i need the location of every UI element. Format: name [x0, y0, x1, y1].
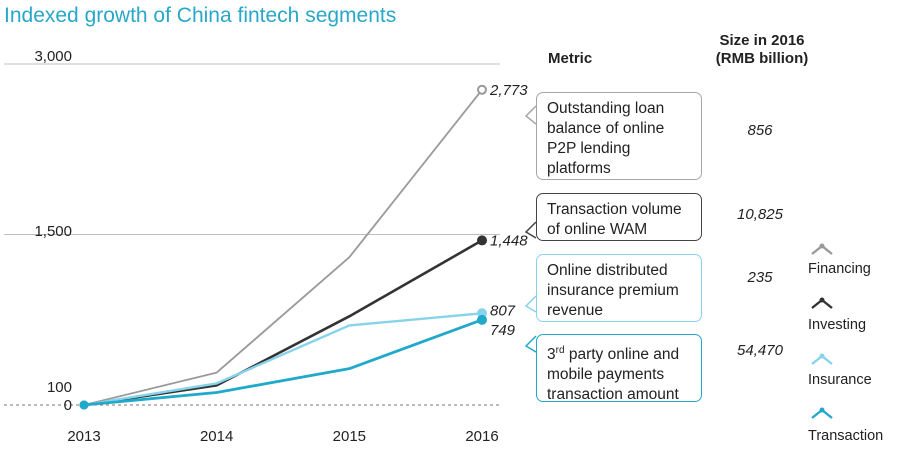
callout-transaction-line1: 3rd party online and	[547, 341, 691, 365]
data-label: 749	[490, 322, 516, 339]
chart-title: Indexed growth of China fintech segments	[4, 4, 397, 27]
callout-investing: Transaction volume of online WAM	[536, 193, 702, 241]
legend-label-investing: Investing	[808, 317, 867, 333]
x-tick-label: 2016	[465, 428, 498, 445]
series-line-insurance	[83, 312, 483, 407]
y-tick-label: 3,000	[34, 48, 72, 65]
callout-pointer-investing	[524, 221, 537, 239]
legend-label-insurance: Insurance	[808, 372, 872, 388]
callout-transaction-ordinal: 3	[547, 346, 556, 364]
callout-pointer-financing	[524, 105, 537, 125]
series-endpoint	[477, 235, 487, 246]
series-line-financing	[83, 89, 483, 406]
callout-insurance-line: insurance premium	[547, 282, 679, 299]
callout-financing-line: Outstanding loan	[547, 100, 665, 117]
series-line-transaction	[83, 318, 483, 407]
size-insurance: 235	[747, 269, 773, 286]
series-endpoint	[477, 314, 487, 325]
y-tick-label: 1,500	[34, 223, 72, 240]
legend-icon-dot	[819, 407, 825, 413]
data-label: 2,773	[489, 82, 528, 99]
callout-transaction: 3rd party online and mobile payments tra…	[536, 334, 702, 404]
legend-label-transaction: Transaction	[808, 428, 884, 444]
series-startpoint	[79, 400, 89, 410]
callout-financing-line: platforms	[547, 160, 611, 177]
legend-icon-dot	[819, 297, 825, 303]
callout-financing-line: P2P lending	[547, 140, 631, 157]
size-financing: 856	[747, 122, 773, 139]
callout-financing: Outstanding loan balance of online P2P l…	[536, 92, 702, 180]
callout-transaction-ordinal-suffix: rd	[555, 345, 565, 356]
y-tick-label: 100	[47, 379, 72, 396]
data-label: 807	[490, 302, 516, 319]
callout-financing-line: balance of online	[547, 120, 665, 137]
callout-transaction-line: mobile payments	[547, 366, 665, 384]
x-tick-label: 2015	[333, 428, 366, 445]
callout-insurance-line: revenue	[547, 302, 604, 319]
x-tick-label: 2014	[200, 428, 233, 445]
callout-insurance-line: Online distributed	[547, 262, 668, 279]
legend-icon-dot	[819, 353, 825, 359]
y-tick-label: 0	[64, 397, 72, 414]
callout-pointer-transaction	[524, 335, 537, 353]
size-header-line2: (RMB billion)	[715, 50, 809, 67]
legend-label-financing: Financing	[808, 261, 871, 277]
callout-transaction-line: transaction amount	[547, 386, 679, 404]
metric-header: Metric	[548, 50, 593, 67]
callout-pointer-insurance	[524, 295, 537, 313]
size-investing: 10,825	[737, 206, 783, 223]
legend-icon-dot	[819, 243, 825, 249]
callout-investing-line: of online WAM	[547, 221, 648, 238]
size-transaction: 54,470	[737, 342, 783, 359]
size-header-line1: Size in 2016	[719, 32, 805, 49]
callout-insurance: Online distributed insurance premium rev…	[536, 254, 702, 322]
x-tick-label: 2013	[67, 428, 100, 445]
series-endpoint	[477, 84, 487, 95]
size-header: Size in 2016 (RMB billion)	[702, 32, 822, 68]
callout-investing-line: Transaction volume	[547, 201, 682, 218]
data-label: 1,448	[490, 232, 528, 249]
callout-transaction-line1-rest: party online and	[564, 346, 680, 364]
